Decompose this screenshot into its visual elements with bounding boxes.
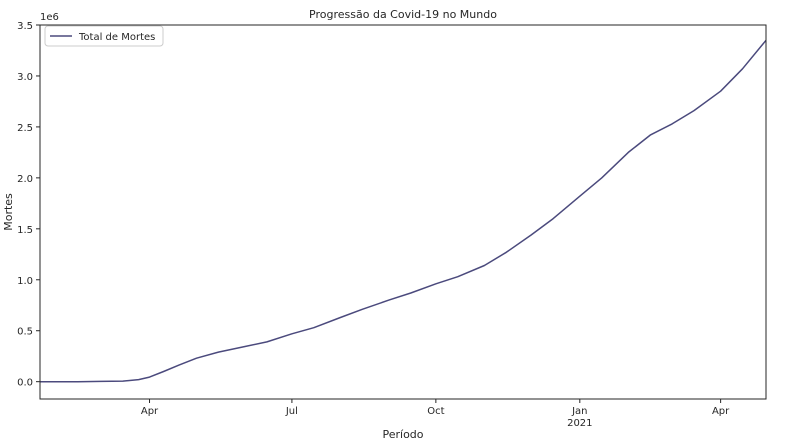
x-tick-label: Apr: [712, 406, 730, 417]
x-tick-label: Oct: [427, 406, 444, 417]
legend-box: [44, 25, 164, 47]
y-axis-ticks: 0.0 0.5 1.0 1.5 2.0 2.5 3.0 3.5: [17, 21, 40, 389]
y-axis-label: Mortes: [2, 193, 15, 231]
y-tick-label: 2.0: [17, 174, 33, 185]
x-tick-label: Apr: [141, 406, 159, 417]
x-axis-label: Período: [382, 428, 423, 441]
legend[interactable]: Total de Mortes: [44, 25, 164, 47]
y-tick-label: 2.5: [17, 123, 33, 134]
x-tick-label: Jan: [571, 406, 587, 417]
y-axis-offset-label: 1e6: [40, 12, 59, 23]
series-line-total-de-mortes: [40, 39, 767, 383]
y-tick-label: 0.5: [17, 327, 33, 338]
y-tick-label: 1.5: [17, 225, 33, 236]
y-tick-label: 3.5: [17, 21, 33, 32]
chart-title: Progressão da Covid-19 no Mundo: [309, 8, 497, 21]
y-tick-label: 3.0: [17, 72, 33, 83]
x-tick-label: Jul: [285, 406, 298, 417]
y-tick-label: 1.0: [17, 276, 33, 287]
legend-label: Total de Mortes: [78, 32, 155, 43]
y-tick-label: 0.0: [17, 378, 33, 389]
plot-frame: [39, 24, 767, 400]
series-layer: [40, 39, 767, 383]
x-tick-sublabel: 2021: [567, 418, 592, 429]
